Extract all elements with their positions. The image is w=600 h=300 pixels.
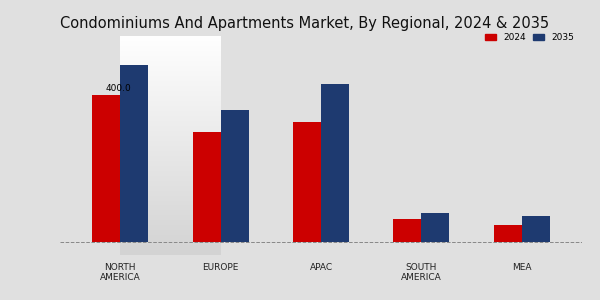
Bar <box>421 213 449 242</box>
Bar <box>221 110 249 242</box>
Text: Condominiums And Apartments Market, By Regional, 2024 & 2035: Condominiums And Apartments Market, By R… <box>60 16 549 31</box>
Bar <box>321 84 349 242</box>
Bar <box>293 122 321 242</box>
Bar <box>92 95 120 242</box>
Bar <box>393 219 421 242</box>
Bar <box>522 216 550 242</box>
Text: 400.0: 400.0 <box>105 84 131 93</box>
Legend: 2024, 2035: 2024, 2035 <box>481 30 577 46</box>
Bar <box>494 225 522 242</box>
Bar <box>120 65 148 242</box>
Bar <box>193 132 221 242</box>
